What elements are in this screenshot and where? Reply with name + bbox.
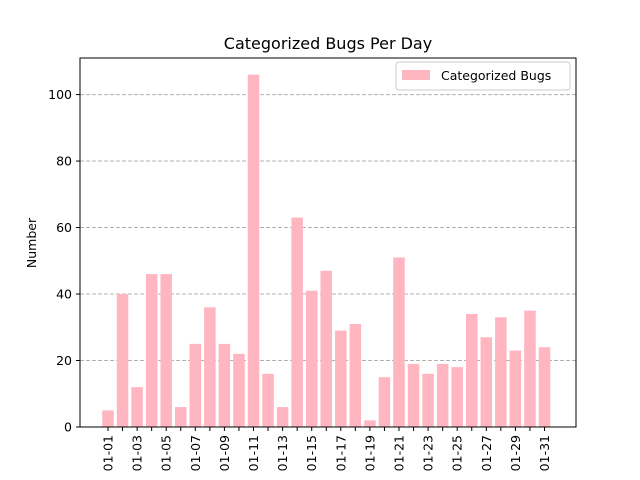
x-tick-label: 01-05 xyxy=(159,435,174,471)
bar xyxy=(175,407,187,427)
x-tick-label: 01-31 xyxy=(537,435,552,471)
y-tick-label: 60 xyxy=(56,220,72,235)
bar xyxy=(218,343,231,427)
bar xyxy=(160,274,172,427)
bar xyxy=(291,217,303,427)
y-axis-label: Number xyxy=(24,217,39,268)
bar xyxy=(189,343,202,427)
chart-title: Categorized Bugs Per Day xyxy=(224,34,432,53)
x-tick-label: 01-29 xyxy=(508,435,523,471)
x-tick-label: 01-09 xyxy=(217,435,232,471)
bar xyxy=(495,317,507,427)
bar xyxy=(378,377,391,427)
bar xyxy=(305,290,318,427)
legend: Categorized Bugs xyxy=(395,61,571,91)
bar xyxy=(466,313,478,427)
x-axis: 01-01 01-03 01-05 01-07 01-09 01-11 01-13 01-15… xyxy=(101,427,552,471)
x-tick-label: 01-19 xyxy=(362,435,377,471)
y-tick-label: 20 xyxy=(56,353,72,368)
legend-label: Categorized Bugs xyxy=(441,68,551,83)
x-tick-label: 01-13 xyxy=(275,435,290,471)
bar xyxy=(262,373,274,427)
bar xyxy=(204,307,216,427)
x-tick-label: 01-11 xyxy=(246,435,261,471)
bar xyxy=(349,323,362,427)
bar xyxy=(233,353,245,427)
x-tick-label: 01-25 xyxy=(450,435,465,471)
x-tick-label: 01-15 xyxy=(304,435,319,471)
x-tick-label: 01-23 xyxy=(421,435,436,471)
y-tick-label: 80 xyxy=(56,154,72,169)
bar xyxy=(422,373,434,427)
bar xyxy=(131,387,143,427)
bar xyxy=(393,257,405,427)
bar xyxy=(247,74,260,428)
bar xyxy=(436,363,449,427)
bar xyxy=(407,363,420,427)
x-tick-label: 01-07 xyxy=(188,435,203,471)
legend-swatch xyxy=(402,70,430,80)
y-axis: 0 20 40 60 80 100 xyxy=(48,87,80,435)
bar xyxy=(480,337,493,427)
bars xyxy=(102,74,551,428)
bar xyxy=(116,294,129,427)
y-tick-label: 0 xyxy=(64,420,72,435)
bar xyxy=(509,350,522,427)
bar xyxy=(451,367,463,427)
x-tick-label: 01-17 xyxy=(333,435,348,471)
x-tick-label: 01-27 xyxy=(479,435,494,471)
plot-frame xyxy=(79,57,577,428)
bar xyxy=(102,410,114,427)
y-tick-label: 40 xyxy=(56,287,72,302)
x-tick-label: 01-21 xyxy=(392,435,407,471)
bar xyxy=(335,330,347,427)
x-tick-label: 01-01 xyxy=(101,435,116,471)
x-tick-label: 01-03 xyxy=(130,435,145,471)
bar xyxy=(524,310,536,427)
y-tick-label: 100 xyxy=(48,87,72,102)
bar xyxy=(538,347,551,427)
bar xyxy=(276,407,289,427)
bar xyxy=(364,420,376,427)
bar xyxy=(320,270,332,427)
bar xyxy=(145,274,158,427)
